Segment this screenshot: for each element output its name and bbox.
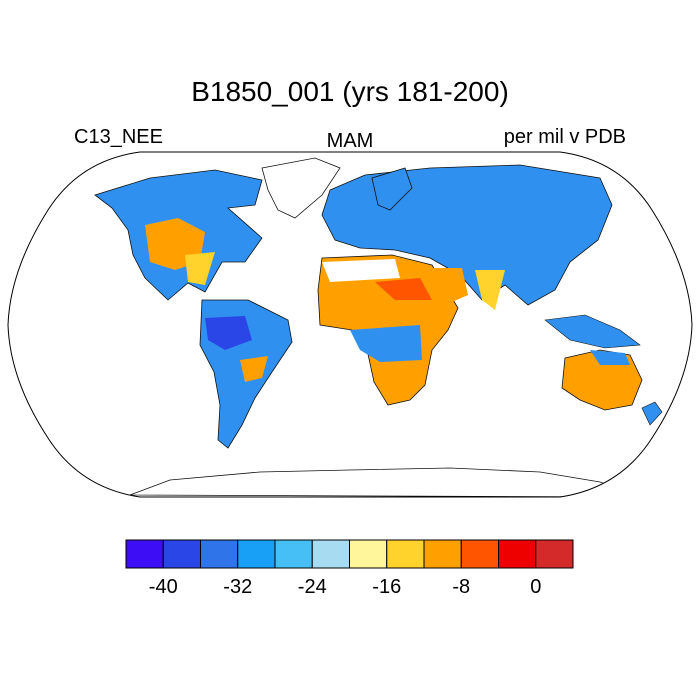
colorbar-tick-label: -32 [223, 576, 253, 598]
colorbar-swatch [349, 539, 388, 569]
australia-north-region [590, 350, 630, 365]
colorbar-tick-label: -8 [452, 576, 471, 598]
colorbar-tick-label: -40 [148, 576, 178, 598]
colorbar-swatch [274, 539, 313, 569]
colorbar-swatch [311, 539, 350, 569]
maritime-southeast-asia [544, 314, 641, 349]
east-sahara-region [375, 278, 432, 300]
arabia-region [432, 268, 468, 305]
colorbar-swatch [386, 539, 425, 569]
variable-label: C13_NEE [74, 126, 163, 148]
colorbar-tick-label: -24 [297, 576, 327, 598]
colorbar-swatch [460, 539, 499, 569]
sahara-north-region [322, 259, 400, 282]
land-field [94, 157, 663, 497]
colorbar-swatch [423, 539, 462, 569]
colorbar-swatch [200, 539, 239, 569]
colorbar-swatch [237, 539, 276, 569]
central-africa-region [350, 325, 422, 362]
colorbar-tick-label: -16 [372, 576, 402, 598]
plot-title: B1850_001 (yrs 181-200) [191, 76, 509, 107]
colorbar [125, 539, 574, 569]
colorbar-swatch [498, 539, 537, 569]
sa-arid-region [240, 356, 268, 382]
season-label: MAM [326, 130, 374, 152]
scandinavia [371, 167, 413, 211]
amazon-region [205, 316, 252, 350]
colorbar-swatch [162, 539, 201, 569]
colorbar-swatch [535, 539, 574, 569]
antarctica [129, 467, 641, 497]
colorbar-tick-label: 0 [530, 576, 542, 598]
na-southeast-region [185, 252, 215, 285]
india-region [475, 270, 505, 310]
units-label: per mil v PDB [503, 126, 626, 148]
new-zealand [641, 401, 663, 426]
colorbar-swatch [125, 539, 164, 569]
globe-outline [7, 151, 693, 498]
greenland [261, 157, 341, 219]
